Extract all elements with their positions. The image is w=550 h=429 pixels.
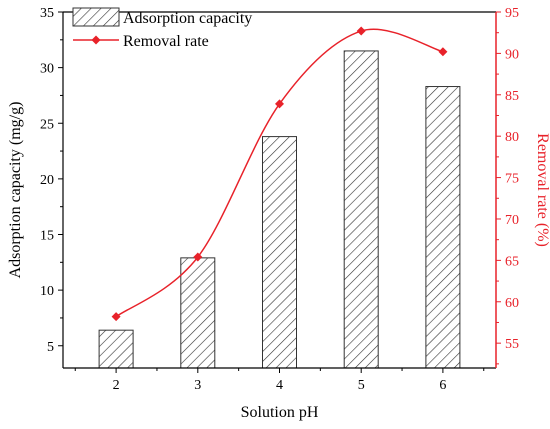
bar-ph-5 (343, 50, 379, 369)
removal-rate-curve (115, 28, 444, 318)
point-ph-6 (438, 47, 448, 57)
y-right-tick-label: 55 (505, 337, 519, 352)
x-tick-label: 2 (113, 378, 120, 393)
y-right-tick-label: 70 (505, 213, 519, 228)
x-tick-label: 4 (276, 378, 283, 393)
y-right-tick-label: 80 (505, 130, 519, 145)
legend-label-removal-rate: Removal rate (123, 33, 209, 50)
y-right-tick-label: 95 (505, 6, 519, 21)
point-ph-2 (111, 312, 121, 322)
y-left-tick-label: 30 (40, 62, 54, 77)
y-left-tick-label: 5 (47, 340, 54, 355)
y-left-tick-label: 10 (40, 284, 54, 299)
y-right-tick-label: 65 (505, 254, 519, 269)
x-axis: 2 3 4 5 6 (63, 11, 496, 393)
bar-series (98, 50, 461, 369)
y-left-tick-label: 25 (40, 117, 54, 132)
bar-ph-6 (425, 86, 461, 369)
bar-ph-4 (262, 136, 297, 369)
line-series (111, 26, 448, 322)
bar-ph-2 (98, 329, 134, 369)
y-left-tick-label: 15 (40, 229, 54, 244)
y-right-tick-label: 85 (505, 89, 519, 104)
point-ph-5 (356, 26, 366, 36)
y-right-tick-label: 90 (505, 47, 519, 62)
point-ph-3 (193, 252, 203, 262)
x-axis-title: Solution pH (241, 404, 319, 421)
x-tick-label: 3 (194, 378, 201, 393)
point-ph-4 (275, 99, 284, 109)
y-right-tick-label: 60 (505, 296, 519, 311)
legend: Adsorption capacity Removal rate (72, 7, 252, 50)
y-axis-right-title: Removal rate (%) (534, 133, 550, 247)
legend-swatch-adsorption-capacity (72, 7, 120, 27)
y-axis-right: 55 60 65 70 75 80 85 90 95 (495, 6, 519, 368)
y-axis-left-title: Adsorption capacity (mg/g) (7, 102, 24, 279)
y-right-tick-label: 75 (505, 172, 519, 187)
bar-ph-3 (180, 257, 216, 369)
legend-label-adsorption-capacity: Adsorption capacity (123, 10, 252, 27)
x-tick-label: 6 (439, 378, 446, 393)
y-axis-left: 5 10 15 20 25 30 35 (40, 6, 64, 368)
legend-marker-removal-rate (91, 35, 101, 45)
y-left-tick-label: 20 (40, 173, 54, 188)
x-tick-label: 5 (358, 378, 365, 393)
y-left-tick-label: 35 (40, 6, 54, 21)
